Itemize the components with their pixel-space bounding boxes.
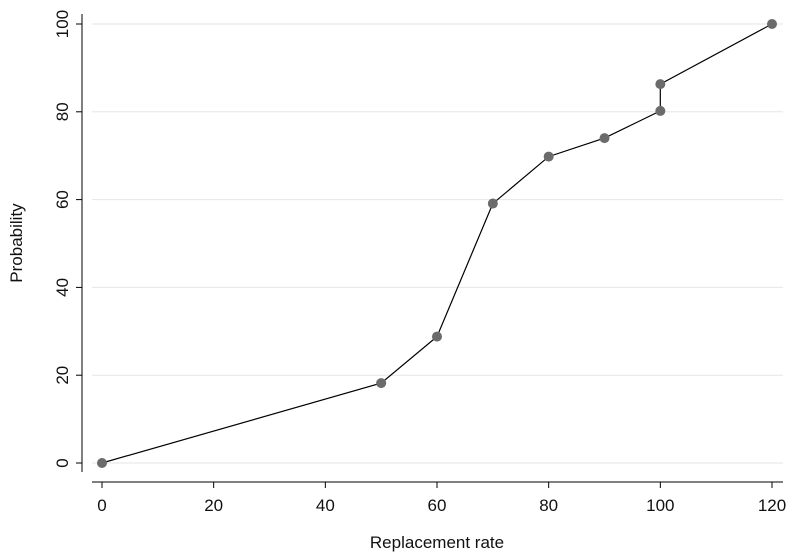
- series-group: [97, 19, 777, 468]
- x-tick-label-0: 0: [97, 496, 106, 515]
- y-tick-label-40: 40: [53, 278, 72, 297]
- data-point: [655, 105, 666, 116]
- y-tick-label-0: 0: [53, 458, 72, 467]
- y-tick-label-80: 80: [53, 102, 72, 121]
- y-axis: 0 20 40 60 80 100: [53, 10, 83, 472]
- x-tick-label-60: 60: [428, 496, 447, 515]
- data-point: [543, 151, 554, 162]
- x-tick-label-120: 120: [758, 496, 786, 515]
- data-point: [599, 133, 610, 144]
- x-axis: 0 20 40 60 80 100 120: [92, 481, 786, 515]
- x-tick-label-40: 40: [316, 496, 335, 515]
- gridlines: [92, 23, 783, 464]
- y-tick-label-20: 20: [53, 366, 72, 385]
- y-tick-label-60: 60: [53, 190, 72, 209]
- x-tick-label-100: 100: [646, 496, 674, 515]
- series-line-0: [101, 23, 773, 464]
- y-axis-title: Probability: [7, 203, 26, 283]
- y-tick-label-100: 100: [53, 10, 72, 38]
- data-point: [432, 331, 442, 342]
- x-tick-label-80: 80: [539, 496, 558, 515]
- data-point: [376, 378, 387, 389]
- x-axis-title: Replacement rate: [370, 533, 504, 552]
- x-tick-label-20: 20: [204, 496, 223, 515]
- data-point: [655, 79, 666, 90]
- data-point: [97, 458, 107, 468]
- data-point: [767, 19, 777, 29]
- data-point: [487, 198, 498, 209]
